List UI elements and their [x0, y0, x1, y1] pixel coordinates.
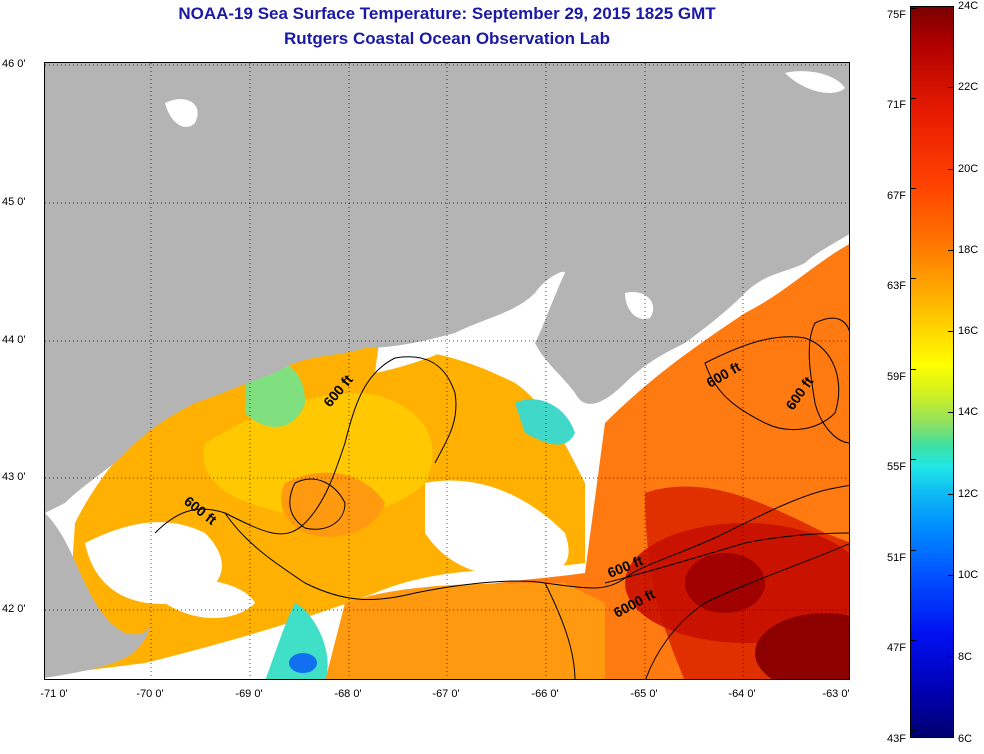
- colorbar-tick: [910, 188, 916, 189]
- colorbar-tick: [910, 98, 916, 99]
- colorbar-tick: [910, 459, 916, 460]
- longitude-label: -66 0': [531, 688, 559, 700]
- colorbar-tick: [948, 6, 954, 7]
- bathymetry-contours: [154, 317, 849, 679]
- colorbar-fahrenheit-label: 55F: [887, 461, 906, 473]
- colorbar-tick: [948, 250, 954, 251]
- temperature-colorbar: [910, 6, 954, 738]
- gulf-water-south: [325, 583, 605, 679]
- colorbar-celsius-label: 14C: [958, 406, 979, 418]
- colorbar-tick: [910, 640, 916, 641]
- colorbar-tick: [910, 550, 916, 551]
- colorbar-fahrenheit-label: 71F: [887, 99, 906, 111]
- longitude-label: -68 0': [334, 688, 362, 700]
- colorbar-tick: [948, 412, 954, 413]
- colorbar-celsius-label: 12C: [958, 488, 979, 500]
- land-cape-cod: [45, 513, 152, 678]
- colorbar-fahrenheit-label: 67F: [887, 190, 906, 202]
- colorbar-fahrenheit-label: 63F: [887, 280, 906, 292]
- colorbar-celsius-label: 8C: [958, 651, 973, 663]
- colorbar-tick: [910, 8, 916, 9]
- longitude-label: -69 0': [235, 688, 263, 700]
- longitude-label: -67 0': [432, 688, 460, 700]
- colorbar-celsius-label: 22C: [958, 81, 979, 93]
- colorbar-tick: [948, 169, 954, 170]
- colorbar-tick: [910, 278, 916, 279]
- latitude-label: 44 0': [2, 334, 26, 346]
- longitude-label: -63 0': [822, 688, 850, 700]
- longitude-label: -70 0': [136, 688, 164, 700]
- latitude-label: 42 0': [2, 603, 26, 615]
- hot-spot-se: [755, 613, 849, 679]
- cloud-patch-center: [425, 480, 569, 578]
- colorbar-tick: [948, 494, 954, 495]
- colorbar-celsius-label: 20C: [958, 163, 979, 175]
- latitude-label: 45 0': [2, 196, 26, 208]
- colorbar-celsius-label: 10C: [958, 569, 979, 581]
- sst-map-canvas: 600 ft 600 ft 600 ft 600 ft 600 ft 6000 …: [45, 63, 849, 679]
- colorbar-fahrenheit-label: 47F: [887, 642, 906, 654]
- map-title: NOAA-19 Sea Surface Temperature: Septemb…: [178, 4, 716, 23]
- longitude-label: -65 0': [630, 688, 658, 700]
- longitude-label: -71 0': [40, 688, 68, 700]
- sst-map[interactable]: 600 ft 600 ft 600 ft 600 ft 600 ft 6000 …: [44, 62, 850, 680]
- colorbar-celsius-label: 18C: [958, 244, 979, 256]
- colorbar-fahrenheit-label: 51F: [887, 552, 906, 564]
- colorbar-tick: [910, 730, 916, 731]
- colorbar-celsius-label: 24C: [958, 0, 979, 12]
- colorbar-fahrenheit-label: 59F: [887, 371, 906, 383]
- colorbar-celsius-label: 16C: [958, 325, 979, 337]
- latitude-label: 43 0': [2, 471, 26, 483]
- colorbar-fahrenheit-label: 75F: [887, 9, 906, 21]
- colorbar-tick: [948, 87, 954, 88]
- colorbar-celsius-label: 6C: [958, 733, 973, 745]
- colorbar-tick: [948, 331, 954, 332]
- latitude-label: 46 0': [2, 58, 26, 70]
- colorbar-tick: [910, 369, 916, 370]
- map-subtitle: Rutgers Coastal Ocean Observation Lab: [284, 29, 610, 48]
- longitude-label: -64 0': [728, 688, 756, 700]
- colorbar-tick: [948, 657, 954, 658]
- graticule: [45, 63, 849, 679]
- colorbar-fahrenheit-label: 43F: [887, 733, 906, 745]
- colorbar-tick: [948, 575, 954, 576]
